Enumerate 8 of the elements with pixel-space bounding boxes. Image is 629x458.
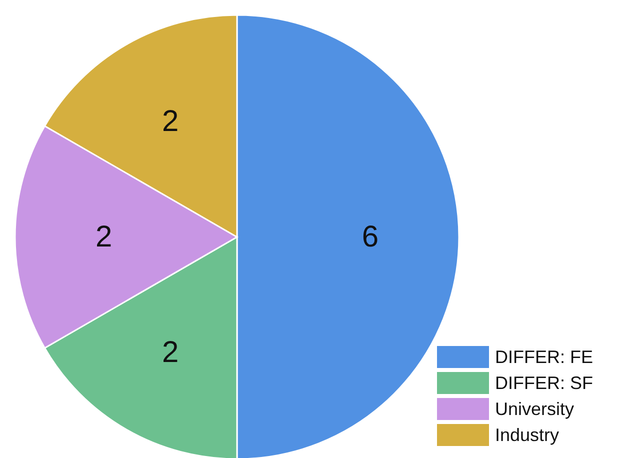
- data-label: 2: [162, 336, 179, 369]
- data-label: 2: [162, 105, 179, 138]
- data-label: 6: [362, 220, 379, 254]
- legend-label: Industry: [495, 425, 560, 445]
- legend-label: DIFFER: SF: [495, 373, 594, 393]
- data-label: 2: [95, 220, 112, 254]
- legend-label: DIFFER: FE: [495, 347, 593, 367]
- legend-label: University: [495, 399, 574, 419]
